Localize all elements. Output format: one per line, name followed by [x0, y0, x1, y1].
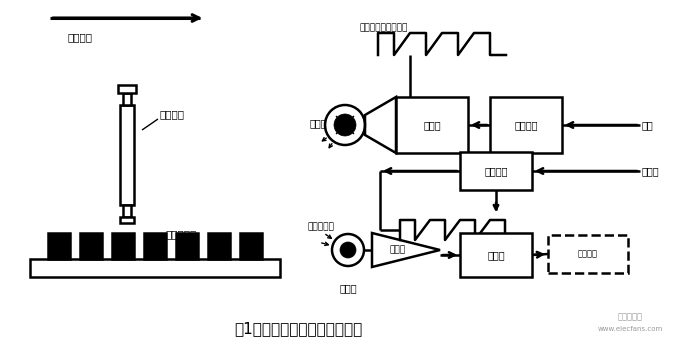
- Text: 接电: 接电: [642, 120, 654, 130]
- Bar: [48, 233, 70, 259]
- Circle shape: [334, 114, 356, 136]
- Bar: [118, 85, 136, 93]
- Bar: [240, 233, 262, 259]
- Text: 加调制信号的发射管: 加调制信号的发射管: [360, 23, 409, 32]
- Text: 接收器: 接收器: [339, 283, 357, 293]
- Bar: [460, 152, 532, 190]
- Text: 整流稳压: 整流稳压: [484, 166, 508, 176]
- Bar: [80, 233, 102, 259]
- Bar: [144, 233, 166, 259]
- Text: 解调器: 解调器: [487, 250, 505, 260]
- Text: www.elecfans.com: www.elecfans.com: [598, 326, 662, 332]
- Text: 调制器: 调制器: [423, 120, 441, 130]
- Bar: [123, 93, 131, 105]
- Text: 发射器: 发射器: [310, 118, 327, 128]
- Bar: [396, 97, 468, 153]
- Bar: [120, 217, 134, 223]
- Bar: [120, 105, 134, 205]
- Bar: [123, 205, 131, 217]
- Text: 接电源: 接电源: [642, 166, 660, 176]
- Text: 放大器: 放大器: [390, 246, 406, 255]
- Bar: [460, 233, 532, 277]
- Bar: [490, 97, 562, 153]
- Text: 电子发烧友: 电子发烧友: [617, 312, 642, 321]
- Text: 整流稳压: 整流稳压: [514, 120, 538, 130]
- Text: 图1漫反射光电开关工作示意图: 图1漫反射光电开关工作示意图: [235, 322, 363, 336]
- Circle shape: [340, 242, 356, 258]
- Text: 运动方向: 运动方向: [68, 32, 93, 42]
- Text: 输出变量: 输出变量: [578, 249, 598, 258]
- Text: 光电开关: 光电开关: [160, 109, 185, 119]
- Bar: [548, 235, 628, 273]
- Bar: [208, 233, 230, 259]
- Text: 被检测物体: 被检测物体: [165, 229, 196, 239]
- Bar: [112, 233, 134, 259]
- Bar: [30, 259, 280, 277]
- Text: 光电三极管: 光电三极管: [308, 222, 335, 231]
- Bar: [176, 233, 198, 259]
